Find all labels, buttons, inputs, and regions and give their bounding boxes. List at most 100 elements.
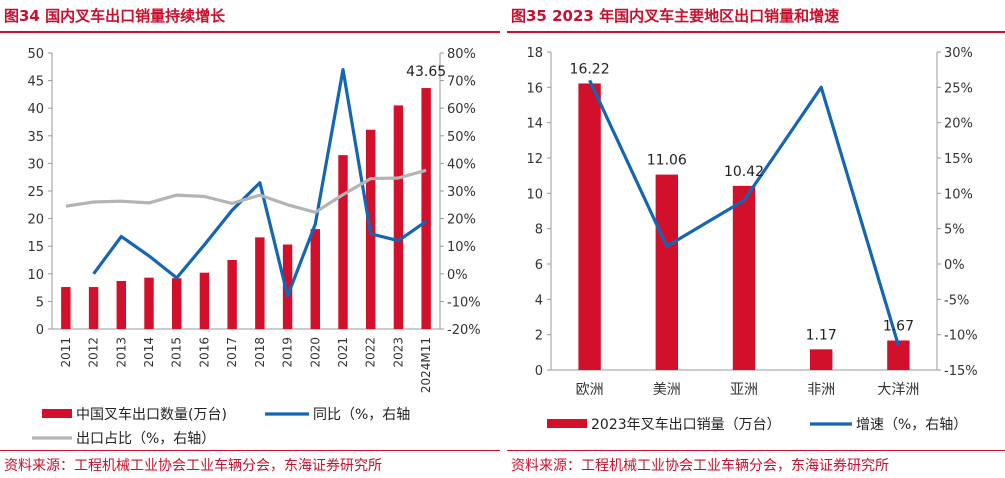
x-tick-label: 2015	[170, 337, 184, 368]
yoy-growth-line	[588, 79, 900, 346]
y-tick-label-right: -10%	[944, 329, 978, 344]
source-divider	[0, 450, 500, 451]
y-tick-label-right: 10%	[447, 240, 476, 255]
y-tick-label-right: 20%	[944, 117, 973, 132]
y-tick-label-left: 4	[535, 293, 543, 308]
bar	[199, 272, 210, 329]
x-tick-label: 2014	[142, 337, 156, 368]
y-tick-label-right: 80%	[447, 47, 476, 62]
y-tick-label-left: 8	[535, 223, 543, 238]
bar	[116, 280, 126, 329]
export-share-line	[65, 168, 427, 214]
data-label: 16.22	[570, 61, 610, 77]
x-tick-label: 2021	[336, 337, 350, 368]
y-tick-label-left: 45	[27, 75, 44, 90]
bar	[421, 88, 431, 329]
y-tick-label-right: -10%	[447, 295, 481, 310]
title-divider	[507, 31, 1005, 33]
data-label: 11.06	[647, 153, 687, 169]
y-tick-label-right: 0%	[447, 268, 468, 283]
bar	[61, 287, 71, 329]
y-tick-label-left: 15	[27, 240, 44, 255]
bar	[338, 155, 348, 329]
bar	[310, 229, 320, 329]
x-tick-label: 非洲	[807, 382, 835, 398]
legend-label: 出口占比（%，右轴）	[76, 431, 215, 447]
y-tick-label-right: 15%	[944, 152, 973, 167]
y-tick-label-right: 60%	[447, 102, 476, 117]
y-tick-label-left: 18	[526, 46, 543, 61]
title-divider	[0, 31, 500, 33]
x-tick-label: 美洲	[653, 382, 681, 398]
bar	[144, 277, 154, 329]
y-tick-label-left: 6	[535, 258, 543, 273]
y-tick-label-right: 20%	[447, 213, 476, 228]
y-tick-label-right: 5%	[944, 223, 965, 238]
y-tick-label-right: -20%	[447, 323, 481, 338]
legend-bar-swatch	[547, 419, 587, 428]
y-tick-label-right: 50%	[447, 130, 476, 145]
y-tick-label-left: 0	[36, 323, 44, 338]
data-label: 10.42	[724, 164, 764, 180]
export-volume-chart: 0 5 10 15 20 25 30 35 40 45 50 -20% -10% 0% 10% 20% 30% 4…	[27, 47, 481, 447]
y-tick-label-left: 2	[535, 329, 543, 344]
y-tick-label-right: 40%	[447, 157, 476, 172]
source-note: 资料来源：工程机械工业协会工业车辆分会，东海证券研究所	[4, 458, 382, 474]
legend-label: 同比（%，右轴	[313, 407, 410, 423]
bar	[732, 185, 756, 370]
source-note: 资料来源：工程机械工业协会工业车辆分会，东海证券研究所	[511, 458, 889, 474]
x-tick-label: 2020	[308, 337, 322, 368]
data-label: 1.17	[806, 327, 837, 343]
y-tick-label-left: 5	[36, 295, 44, 310]
bar	[255, 237, 265, 329]
x-tick-label: 2019	[281, 337, 295, 368]
y-tick-label-left: 35	[27, 130, 44, 145]
y-tick-label-right: 0%	[944, 258, 965, 273]
data-label: 1.67	[883, 318, 914, 334]
source-divider	[507, 450, 1005, 451]
x-tick-label: 2012	[87, 337, 101, 368]
bar	[578, 83, 601, 371]
bar	[393, 105, 404, 329]
y-tick-label-right: 10%	[944, 187, 973, 202]
y-tick-label-left: 50	[27, 47, 44, 62]
y-tick-label-left: 14	[526, 117, 543, 132]
x-tick-label: 2016	[197, 337, 211, 368]
bar	[655, 174, 678, 370]
x-tick-label: 2011	[59, 337, 73, 368]
y-tick-label-left: 0	[535, 364, 543, 379]
bar	[282, 244, 293, 329]
bar	[227, 260, 237, 329]
x-tick-label: 欧洲	[576, 382, 604, 398]
y-tick-label-left: 12	[526, 152, 543, 167]
bar	[88, 287, 99, 329]
y-tick-label-right: 70%	[447, 75, 476, 90]
legend-label: 增速（%，右轴）	[856, 417, 967, 433]
x-tick-label: 2017	[225, 337, 239, 368]
x-tick-label: 2018	[253, 337, 267, 368]
y-tick-label-right: 30%	[944, 46, 973, 61]
y-tick-label-left: 20	[27, 213, 44, 228]
yoy-growth-line	[92, 67, 428, 298]
chart-panel-right: 图35 2023 年国内叉车主要地区出口销量和增速 0 2 4 6 8 10 12 14 16 1…	[507, 0, 1005, 478]
regional-export-chart: 0 2 4 6 8 10 12 14 16 18 -15% -10% -5% 0% 5% 10% 15% 20% 2…	[526, 46, 978, 433]
y-tick-label-right: -5%	[944, 293, 969, 308]
y-tick-label-left: 25	[27, 185, 44, 200]
bar	[887, 340, 910, 370]
y-tick-label-left: 16	[526, 81, 543, 96]
bar	[810, 349, 833, 370]
y-tick-label-left: 40	[27, 102, 44, 117]
data-label: 43.65	[406, 64, 446, 80]
x-tick-label: 2024M11	[419, 337, 433, 393]
legend-label: 2023年叉车出口销量（万台）	[591, 416, 781, 433]
x-tick-label: 大洋洲	[877, 382, 919, 398]
y-tick-label-left: 30	[27, 157, 44, 172]
legend-bar-swatch	[42, 409, 72, 418]
y-tick-label-right: 30%	[447, 185, 476, 200]
x-tick-label: 2013	[114, 337, 128, 368]
y-tick-label-left: 10	[526, 187, 543, 202]
x-tick-label: 亚洲	[730, 382, 758, 398]
chart-title: 图34 国内叉车出口销量持续增长	[4, 7, 226, 25]
y-tick-label-left: 10	[27, 268, 44, 283]
bar	[172, 278, 182, 329]
